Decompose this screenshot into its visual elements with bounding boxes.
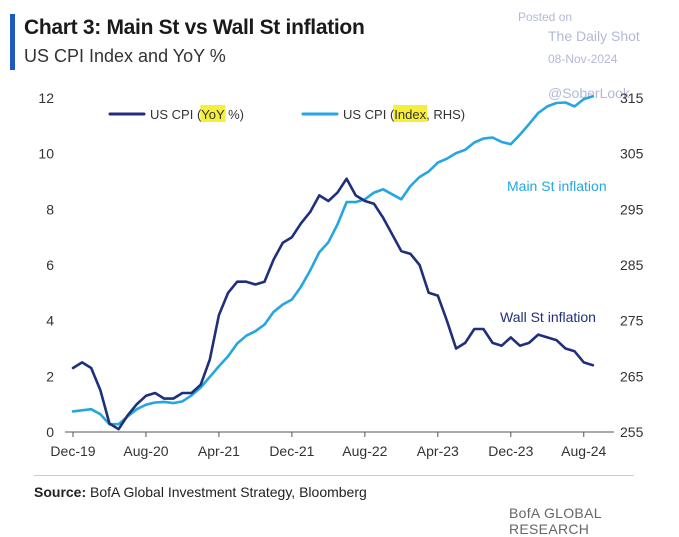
y-right-tick-label: 265 (620, 368, 644, 384)
y-right-tick-label: 315 (620, 90, 644, 106)
y-right-tick-label: 285 (620, 257, 644, 273)
source-note: Source: BofA Global Investment Strategy,… (34, 484, 367, 500)
y-left-tick-label: 8 (46, 201, 54, 217)
x-tick-label: Aug-24 (561, 443, 606, 459)
watermark-site: The Daily Shot (548, 28, 640, 44)
cpi-line-chart: 0 2 4 6 8 10 12 255 265 275 285 295 305 315 Dec-19 Aug-… (38, 90, 644, 459)
y-left-tick-label: 6 (46, 257, 54, 273)
x-tick-label: Dec-23 (488, 443, 533, 459)
watermark-handle: @SoberLook (548, 85, 630, 101)
legend-highlight-box (200, 105, 226, 122)
x-tick-label: Aug-20 (123, 443, 168, 459)
legend-highlight-box (393, 105, 428, 122)
y-right-tick-label: 305 (620, 146, 644, 162)
source-text: BofA Global Investment Strategy, Bloombe… (86, 484, 367, 500)
x-tick-label: Apr-23 (417, 443, 459, 459)
x-tick-label: Aug-22 (342, 443, 387, 459)
legend-label-index: US CPI (Index, RHS) (343, 107, 465, 122)
source-label: Source: (34, 484, 87, 500)
watermark-date: 08-Nov-2024 (548, 52, 618, 66)
source-divider (34, 475, 634, 476)
y-left-tick-label: 12 (38, 90, 54, 106)
x-tick-label: Dec-19 (50, 443, 95, 459)
footer-brand: BofA GLOBAL RESEARCH (509, 505, 602, 537)
annotation-wall-st: Wall St inflation (500, 309, 596, 325)
annotation-main-st: Main St inflation (507, 178, 607, 194)
y-left-tick-label: 10 (38, 146, 54, 162)
title-accent-bar (10, 14, 15, 70)
watermark-posted: Posted on (518, 10, 573, 24)
y-left-tick-label: 4 (46, 313, 54, 329)
y-right-tick-label: 275 (620, 313, 644, 329)
legend-highlight-text: YoY (201, 107, 225, 122)
y-right-tick-label: 295 (620, 201, 644, 217)
legend-label-yoy: US CPI (YoY %) (150, 107, 244, 122)
legend-highlight-text: Index (394, 107, 426, 122)
x-tick-label: Dec-21 (269, 443, 314, 459)
y-left-tick-label: 0 (46, 424, 54, 440)
chart-subtitle: US CPI Index and YoY % (24, 46, 226, 66)
x-tick-label: Apr-21 (198, 443, 240, 459)
series-line-yoy (71, 177, 595, 431)
chart-title: Chart 3: Main St vs Wall St inflation (24, 16, 365, 39)
series-line-index (71, 95, 595, 426)
y-left-tick-label: 2 (46, 368, 54, 384)
y-right-tick-label: 255 (620, 424, 644, 440)
